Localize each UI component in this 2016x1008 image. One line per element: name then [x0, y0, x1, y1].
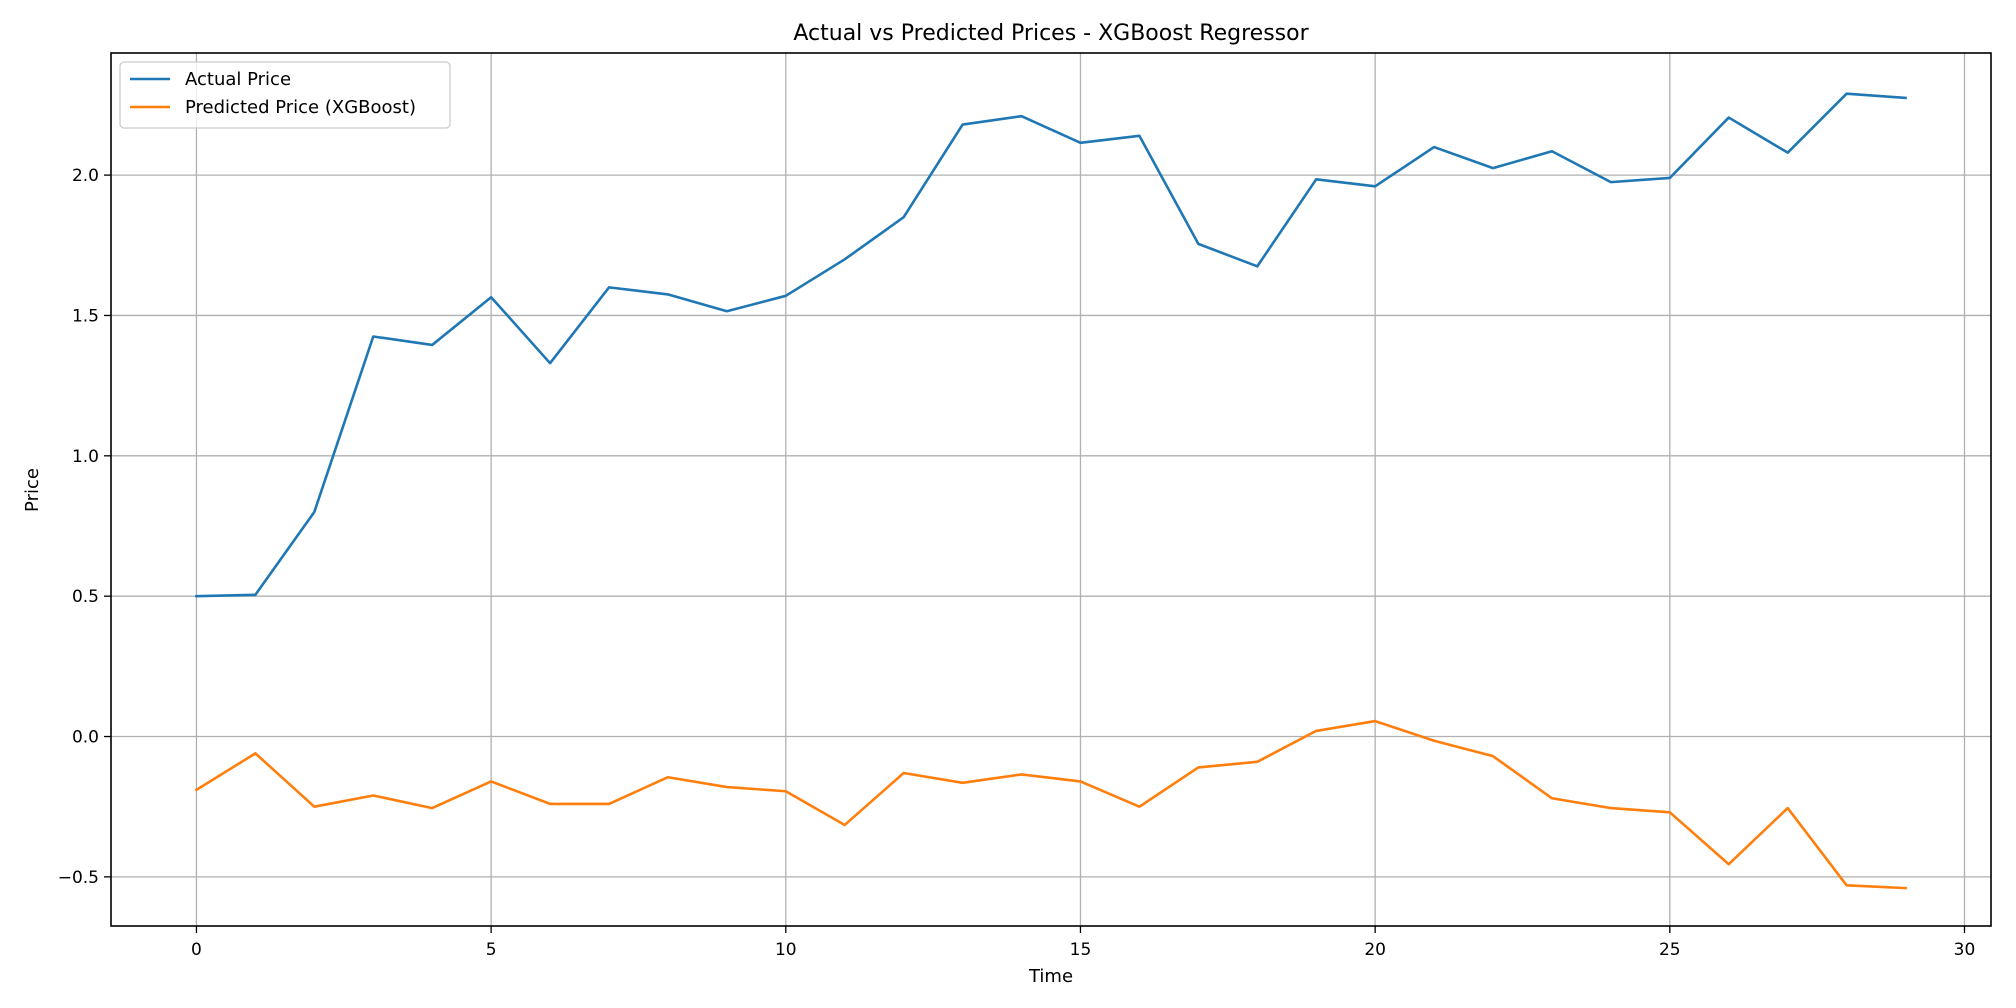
- y-tick-label: 0.5: [72, 587, 99, 607]
- series-line-predicted-price: [194, 719, 1907, 890]
- x-tick-label: 25: [1659, 940, 1681, 960]
- x-tick-label: 30: [1954, 940, 1976, 960]
- y-tick-label: 1.5: [72, 306, 99, 326]
- chart-title: Actual vs Predicted Prices - XGBoost Reg…: [793, 21, 1309, 46]
- x-axis-label: Time: [1028, 966, 1073, 987]
- legend-label-predicted-price: Predicted Price (XGBoost): [185, 97, 416, 118]
- plot-frame: [110, 52, 1992, 927]
- series-line-actual-price: [195, 92, 1907, 598]
- y-tick-label: 2.0: [72, 166, 99, 186]
- legend: Actual Price Predicted Price (XGBoost): [119, 61, 451, 129]
- x-tick-label: 5: [486, 940, 497, 960]
- x-tick-label: 15: [1070, 940, 1092, 960]
- legend-label-actual-price: Actual Price: [185, 69, 291, 90]
- y-axis-label: Price: [22, 468, 43, 512]
- x-tick-label: 20: [1364, 940, 1386, 960]
- y-tick-label: 0.0: [72, 728, 99, 748]
- y-tick-label: −0.5: [58, 868, 99, 888]
- grid: [111, 53, 1991, 926]
- y-tick-label: 1.0: [72, 447, 99, 467]
- ticks: 0 5 10 15 20 25 30 −0.5 0.0 0.5 1.0 1.5 2.0: [58, 166, 1976, 960]
- series-layer: [194, 92, 1907, 890]
- legend-box: [119, 61, 451, 129]
- x-tick-label: 10: [775, 940, 797, 960]
- x-tick-label: 0: [191, 940, 202, 960]
